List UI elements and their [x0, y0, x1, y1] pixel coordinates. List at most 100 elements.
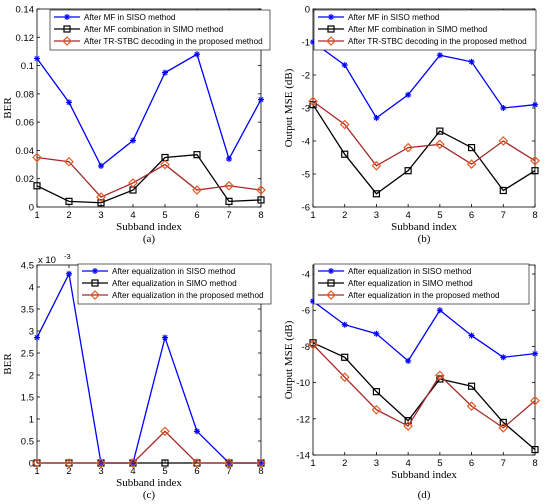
data-point — [530, 395, 540, 406]
x-tick-label: 1 — [34, 466, 39, 477]
y-axis-label: BER — [2, 353, 14, 375]
x-tick-label: 7 — [501, 210, 506, 221]
data-point — [97, 199, 105, 207]
y-tick-label: 4 — [29, 283, 34, 294]
x-tick-label: 1 — [34, 210, 39, 221]
data-point — [225, 197, 233, 205]
data-point — [64, 458, 74, 468]
series-proposed — [32, 426, 266, 468]
y-tick-label: -3 — [302, 104, 310, 115]
legend-box — [313, 263, 530, 305]
data-point — [466, 401, 477, 411]
y-tick-label: -4 — [302, 137, 310, 148]
y-tick-label: 2 — [29, 371, 34, 382]
x-tick-label: 8 — [258, 466, 263, 477]
x-tick-label: 1 — [310, 458, 315, 469]
x-tick-label: 7 — [226, 210, 231, 221]
data-point — [499, 418, 507, 427]
legend-marker — [327, 279, 335, 287]
data-point — [403, 142, 413, 153]
data-point — [194, 428, 200, 435]
y-tick-label: -12 — [296, 414, 310, 425]
legend-label: After equalization in SISO method — [348, 267, 472, 276]
legend-marker — [327, 25, 335, 33]
data-point — [530, 155, 540, 166]
legend-marker — [328, 268, 334, 274]
data-point — [98, 162, 104, 169]
x-tick-label: 3 — [374, 458, 379, 469]
data-point — [162, 69, 168, 76]
data-point — [64, 156, 74, 167]
panel-caption: (c) — [143, 489, 156, 501]
x-tick-label: 3 — [98, 466, 103, 477]
legend: After MF in SISO method After MF combinat… — [313, 9, 537, 51]
legend-label: After MF combination in SIMO method — [84, 25, 224, 34]
y-tick-label: -6 — [302, 306, 310, 317]
legend-label: After MF in SISO method — [348, 13, 440, 22]
x-tick-label: 5 — [437, 210, 442, 221]
data-point — [435, 370, 445, 381]
series-line — [312, 300, 536, 362]
y-tick-label: 0.02 — [16, 174, 35, 185]
series-proposed — [308, 339, 540, 433]
x-tick-label: 2 — [66, 466, 71, 477]
y-tick-label: -8 — [302, 342, 310, 353]
x-tick-label: 2 — [342, 458, 347, 469]
x-tick-label: 5 — [437, 458, 442, 469]
data-point — [34, 334, 40, 341]
x-tick-label: 1 — [310, 210, 315, 221]
legend-marker — [328, 14, 334, 20]
data-point — [404, 167, 412, 175]
data-point — [435, 139, 445, 150]
legend-marker — [62, 36, 72, 46]
y-tick-label: 1.5 — [21, 393, 34, 404]
data-point — [403, 421, 413, 431]
x-tick-label: 6 — [469, 458, 474, 469]
data-point — [224, 458, 234, 468]
legend-label: After TR-STBC decoding in the proposed m… — [84, 37, 263, 46]
y-tick-label: 0.5 — [21, 437, 34, 448]
legend: After equalization in SISO method After e… — [313, 263, 530, 305]
legend-label: After MF combination in SIMO method — [348, 25, 488, 34]
series-siso — [34, 51, 264, 169]
data-point — [373, 330, 380, 337]
legend-label: After equalization in SIMO method — [348, 279, 473, 288]
data-point — [160, 426, 170, 437]
data-point — [128, 458, 138, 468]
data-point — [160, 159, 170, 170]
x-axis-label: Subband index — [391, 221, 457, 233]
y-tick-label: 3 — [29, 327, 34, 338]
x-tick-label: 7 — [501, 458, 506, 469]
data-point — [532, 350, 538, 357]
y-tick-label: 0.1 — [21, 61, 34, 72]
data-point — [372, 388, 381, 396]
data-point — [341, 150, 349, 158]
x-tick-label: 8 — [258, 210, 263, 221]
data-point — [436, 127, 444, 135]
data-point — [226, 155, 232, 162]
panel-caption: (a) — [143, 233, 156, 245]
data-point — [258, 96, 264, 103]
data-point — [162, 334, 168, 341]
x-tick-label: 6 — [194, 210, 199, 221]
y-tick-label: 0 — [29, 203, 34, 214]
data-point — [130, 137, 136, 144]
y-multiplier-exponent: -3 — [64, 252, 71, 261]
x-tick-label: 5 — [162, 210, 167, 221]
data-point — [500, 354, 507, 361]
data-point — [65, 197, 73, 205]
panel-caption: (d) — [418, 489, 431, 501]
series-line — [36, 156, 262, 198]
y-tick-label: 0 — [29, 459, 34, 470]
legend-box — [77, 263, 272, 305]
data-point — [341, 353, 349, 361]
y-tick-label: 0.12 — [16, 33, 35, 44]
data-point — [161, 459, 169, 467]
data-point — [128, 178, 138, 188]
data-point — [32, 152, 42, 163]
data-point — [96, 192, 106, 202]
x-tick-label: 3 — [374, 210, 379, 221]
data-point — [436, 307, 443, 314]
data-point — [192, 458, 202, 468]
